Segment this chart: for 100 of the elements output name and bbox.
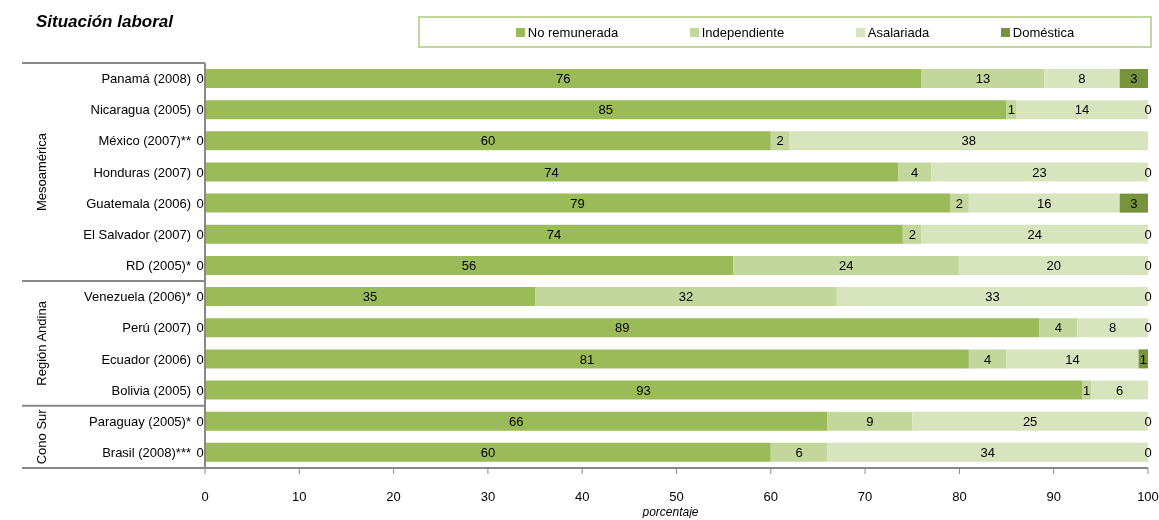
data-label: 1 [1139, 351, 1147, 367]
data-label: 74 [546, 226, 562, 242]
data-label: 38 [961, 133, 977, 149]
bar [1119, 193, 1148, 213]
x-tick-label: 10 [292, 489, 307, 505]
x-tick-label: 50 [669, 489, 684, 505]
data-label: 0 [1144, 258, 1152, 274]
data-label: 0 [1144, 444, 1152, 460]
data-label: 0 [1144, 289, 1152, 305]
bar [1091, 380, 1148, 400]
bar [205, 318, 1040, 338]
data-label: 35 [362, 289, 378, 305]
bar [205, 442, 771, 462]
data-label: 0 [1144, 320, 1152, 336]
bar [827, 411, 913, 431]
x-tick-label: 0 [201, 489, 209, 505]
data-label: 14 [1065, 351, 1080, 367]
bar [1119, 69, 1148, 88]
legend-label: Doméstica [1011, 24, 1075, 40]
y-tick-label: Bolivia (2005) [111, 382, 191, 398]
bar [205, 69, 922, 88]
data-label: 85 [598, 102, 614, 118]
x-tick-label: 90 [1046, 489, 1061, 505]
annotation: 0 [196, 195, 204, 211]
bar [898, 162, 932, 182]
data-label: 74 [544, 164, 559, 180]
bar [205, 287, 536, 307]
bar [968, 193, 1120, 213]
y-tick-label: Nicaragua (2005) [90, 102, 191, 118]
data-label: 4 [1054, 320, 1063, 336]
data-label: 14 [1074, 102, 1090, 118]
data-label: 32 [678, 289, 694, 305]
x-axis-title: porcentaje [641, 505, 699, 519]
annotation: 0 [196, 289, 204, 305]
data-label: 0 [1144, 226, 1152, 242]
x-tick-label: 30 [480, 489, 496, 505]
data-label: 0 [1144, 102, 1152, 118]
annotation: 0 [196, 226, 204, 242]
bar [1039, 318, 1078, 338]
bar [921, 69, 1045, 88]
data-label: 3 [1130, 195, 1138, 211]
data-label: 20 [1046, 258, 1061, 274]
data-label: 13 [975, 71, 991, 87]
data-label: 2 [908, 226, 916, 242]
x-tick-label: 40 [574, 489, 590, 505]
annotation: 0 [196, 258, 204, 274]
bar [205, 193, 950, 213]
x-tick-label: 70 [857, 489, 873, 505]
y-tick-label: Venezuela (2006)* [84, 289, 191, 305]
text: Región Andina [34, 300, 49, 386]
y-tick-label: Guatemala (2006) [86, 195, 191, 211]
y-tick-label: Panamá (2008) [101, 71, 191, 87]
chart-title: Situación laboral [36, 12, 173, 32]
bar [205, 100, 1007, 120]
data-label: 2 [776, 133, 784, 149]
data-label: 4 [984, 351, 992, 367]
bar [968, 349, 1007, 369]
data-label: 76 [556, 71, 571, 87]
annotation: 0 [196, 382, 204, 398]
data-label: 93 [636, 382, 651, 398]
annotation: 0 [196, 133, 204, 149]
data-label: 79 [570, 195, 585, 211]
bar [205, 380, 1082, 400]
y-tick-label: Paraguay (2005)* [89, 413, 191, 429]
data-label: 89 [615, 320, 630, 336]
data-label: 9 [866, 413, 874, 429]
bar [205, 131, 771, 151]
data-label: 6 [1116, 382, 1124, 398]
data-label: 0 [1144, 164, 1152, 180]
y-tick-label: Brasil (2008)*** [102, 445, 191, 461]
bar [205, 411, 828, 431]
bar [733, 255, 960, 275]
y-tick-label: RD (2005)* [125, 258, 191, 274]
data-label: 25 [1022, 413, 1038, 429]
legend-label: No remunerada [526, 24, 619, 40]
annotation: 0 [196, 320, 204, 336]
annotation: 0 [196, 413, 204, 429]
bar [205, 224, 903, 244]
bar [789, 131, 1148, 151]
y-tick-label: Ecuador (2006) [101, 351, 191, 367]
data-label: 81 [579, 351, 595, 367]
bar [902, 224, 922, 244]
text: Cono Sur [34, 408, 49, 465]
bar [535, 287, 837, 307]
bar [1044, 69, 1120, 88]
data-label: 24 [1027, 226, 1043, 242]
data-label: 24 [839, 258, 854, 274]
data-label: 8 [1109, 320, 1117, 336]
data-label: 66 [508, 413, 524, 429]
annotation: 0 [196, 351, 204, 367]
data-label: 8 [1078, 71, 1086, 87]
bar [770, 131, 790, 151]
x-tick-label: 20 [386, 489, 401, 505]
data-label: 2 [955, 195, 964, 211]
annotation: 0 [196, 164, 204, 180]
annotation: 0 [196, 102, 204, 118]
data-label: 0 [1144, 413, 1152, 429]
y-tick-label: México (2007)** [98, 133, 191, 149]
data-label: 4 [910, 164, 919, 180]
x-tick-label: 80 [952, 489, 967, 505]
